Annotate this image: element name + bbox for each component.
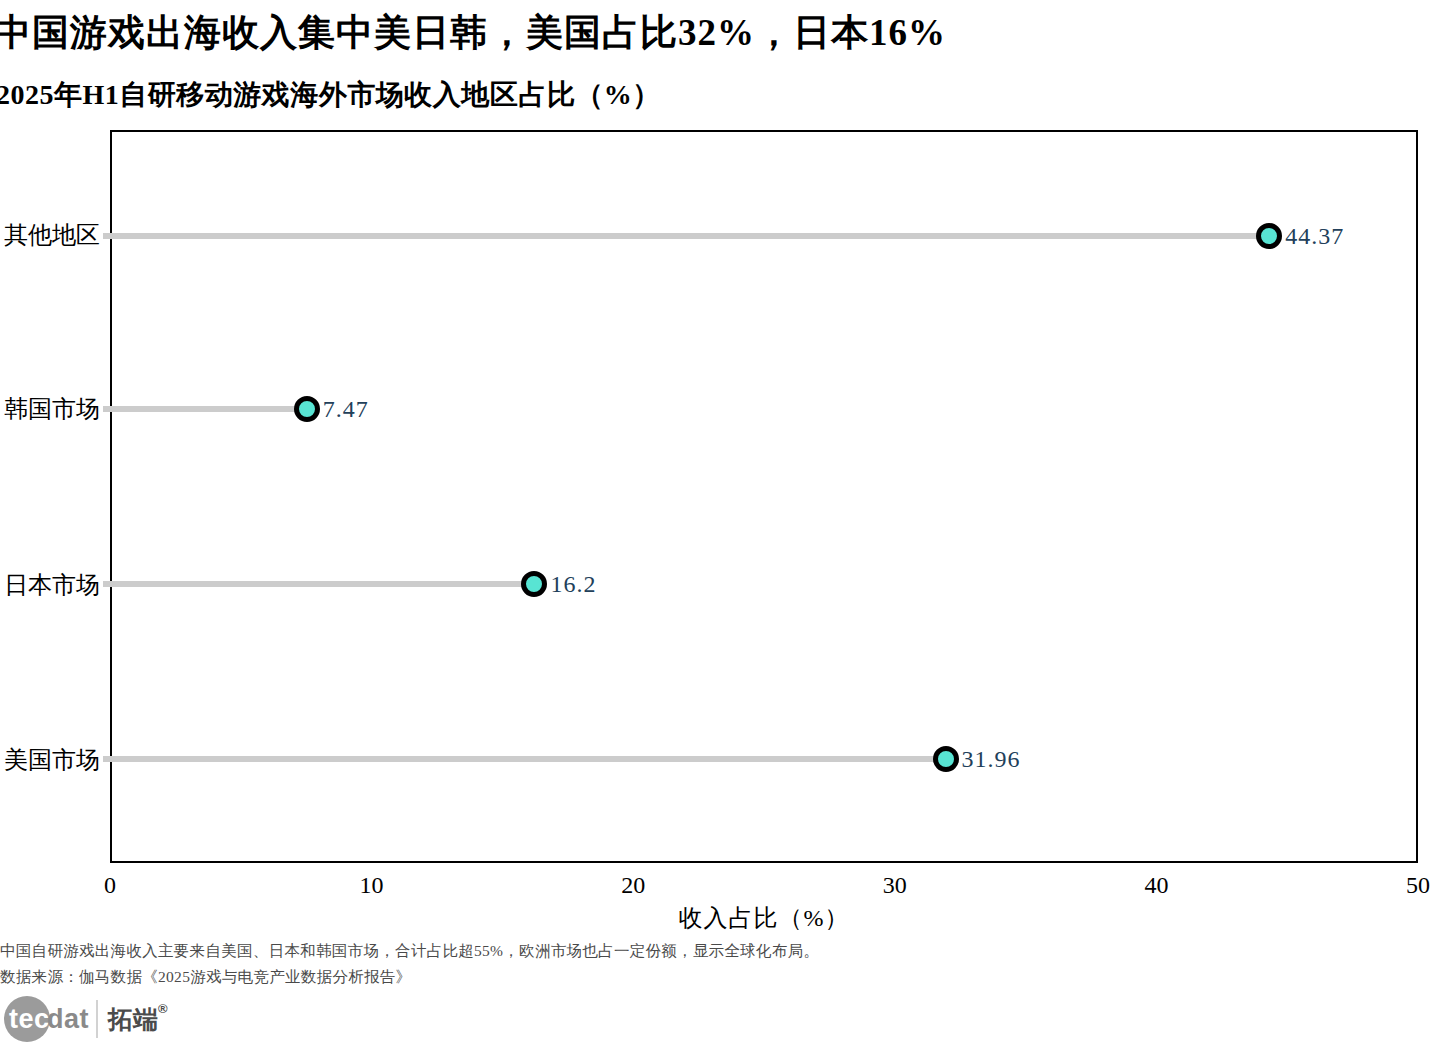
- x-tick-40: 40: [1144, 872, 1168, 899]
- y-axis-label-korea-market: 韩国市场: [0, 393, 100, 425]
- x-tick-50: 50: [1406, 872, 1430, 899]
- data-point-marker: [294, 396, 320, 422]
- y-axis-label-japan-market: 日本市场: [0, 569, 100, 601]
- x-axis-title: 收入占比（%）: [110, 902, 1418, 934]
- tecdat-logo: tec dat 拓端 ®: [4, 995, 168, 1043]
- lollipop-stem: [103, 581, 534, 587]
- logo-dat-text: dat: [47, 1004, 89, 1035]
- plot-area: 44.37 7.47 16.2 31.96: [110, 130, 1418, 863]
- x-tick-10: 10: [360, 872, 384, 899]
- data-point-value: 7.47: [323, 396, 369, 423]
- lollipop-stem: [103, 406, 307, 412]
- page-title: 中国游戏出海收入集中美日韩，美国占比32%，日本16%: [0, 8, 946, 58]
- registered-trademark-icon: ®: [158, 1001, 168, 1016]
- footnote-summary: 中国自研游戏出海收入主要来自美国、日本和韩国市场，合计占比超55%，欧洲市场也占…: [0, 941, 819, 962]
- tecdat-logo-mark: tec dat: [4, 995, 90, 1043]
- logo-divider: [96, 1000, 98, 1038]
- y-axis-labels: 其他地区 韩国市场 日本市场 美国市场: [0, 130, 100, 863]
- data-point-value: 31.96: [962, 745, 1021, 772]
- x-tick-30: 30: [883, 872, 907, 899]
- data-point-value: 44.37: [1285, 223, 1344, 250]
- y-axis-label-other-regions: 其他地区: [0, 219, 100, 251]
- data-point-value: 16.2: [550, 571, 596, 598]
- data-point-marker: [933, 746, 959, 772]
- footnote-source: 数据来源：伽马数据《2025游戏与电竞产业数据分析报告》: [0, 967, 411, 988]
- lollipop-stem: [103, 233, 1269, 239]
- logo-brand-name: 拓端 ®: [108, 1003, 168, 1036]
- x-tick-20: 20: [621, 872, 645, 899]
- x-tick-0: 0: [104, 872, 116, 899]
- chart-subtitle: 2025年H1自研移动游戏海外市场收入地区占比（%）: [0, 76, 661, 114]
- x-axis-ticks: 0 10 20 30 40 50: [110, 872, 1418, 902]
- logo-tec-text: tec: [9, 1004, 50, 1035]
- logo-brand-text: 拓端: [108, 1003, 158, 1036]
- data-point-marker: [521, 571, 547, 597]
- y-axis-label-us-market: 美国市场: [0, 744, 100, 776]
- data-point-marker: [1256, 223, 1282, 249]
- lollipop-stem: [103, 756, 946, 762]
